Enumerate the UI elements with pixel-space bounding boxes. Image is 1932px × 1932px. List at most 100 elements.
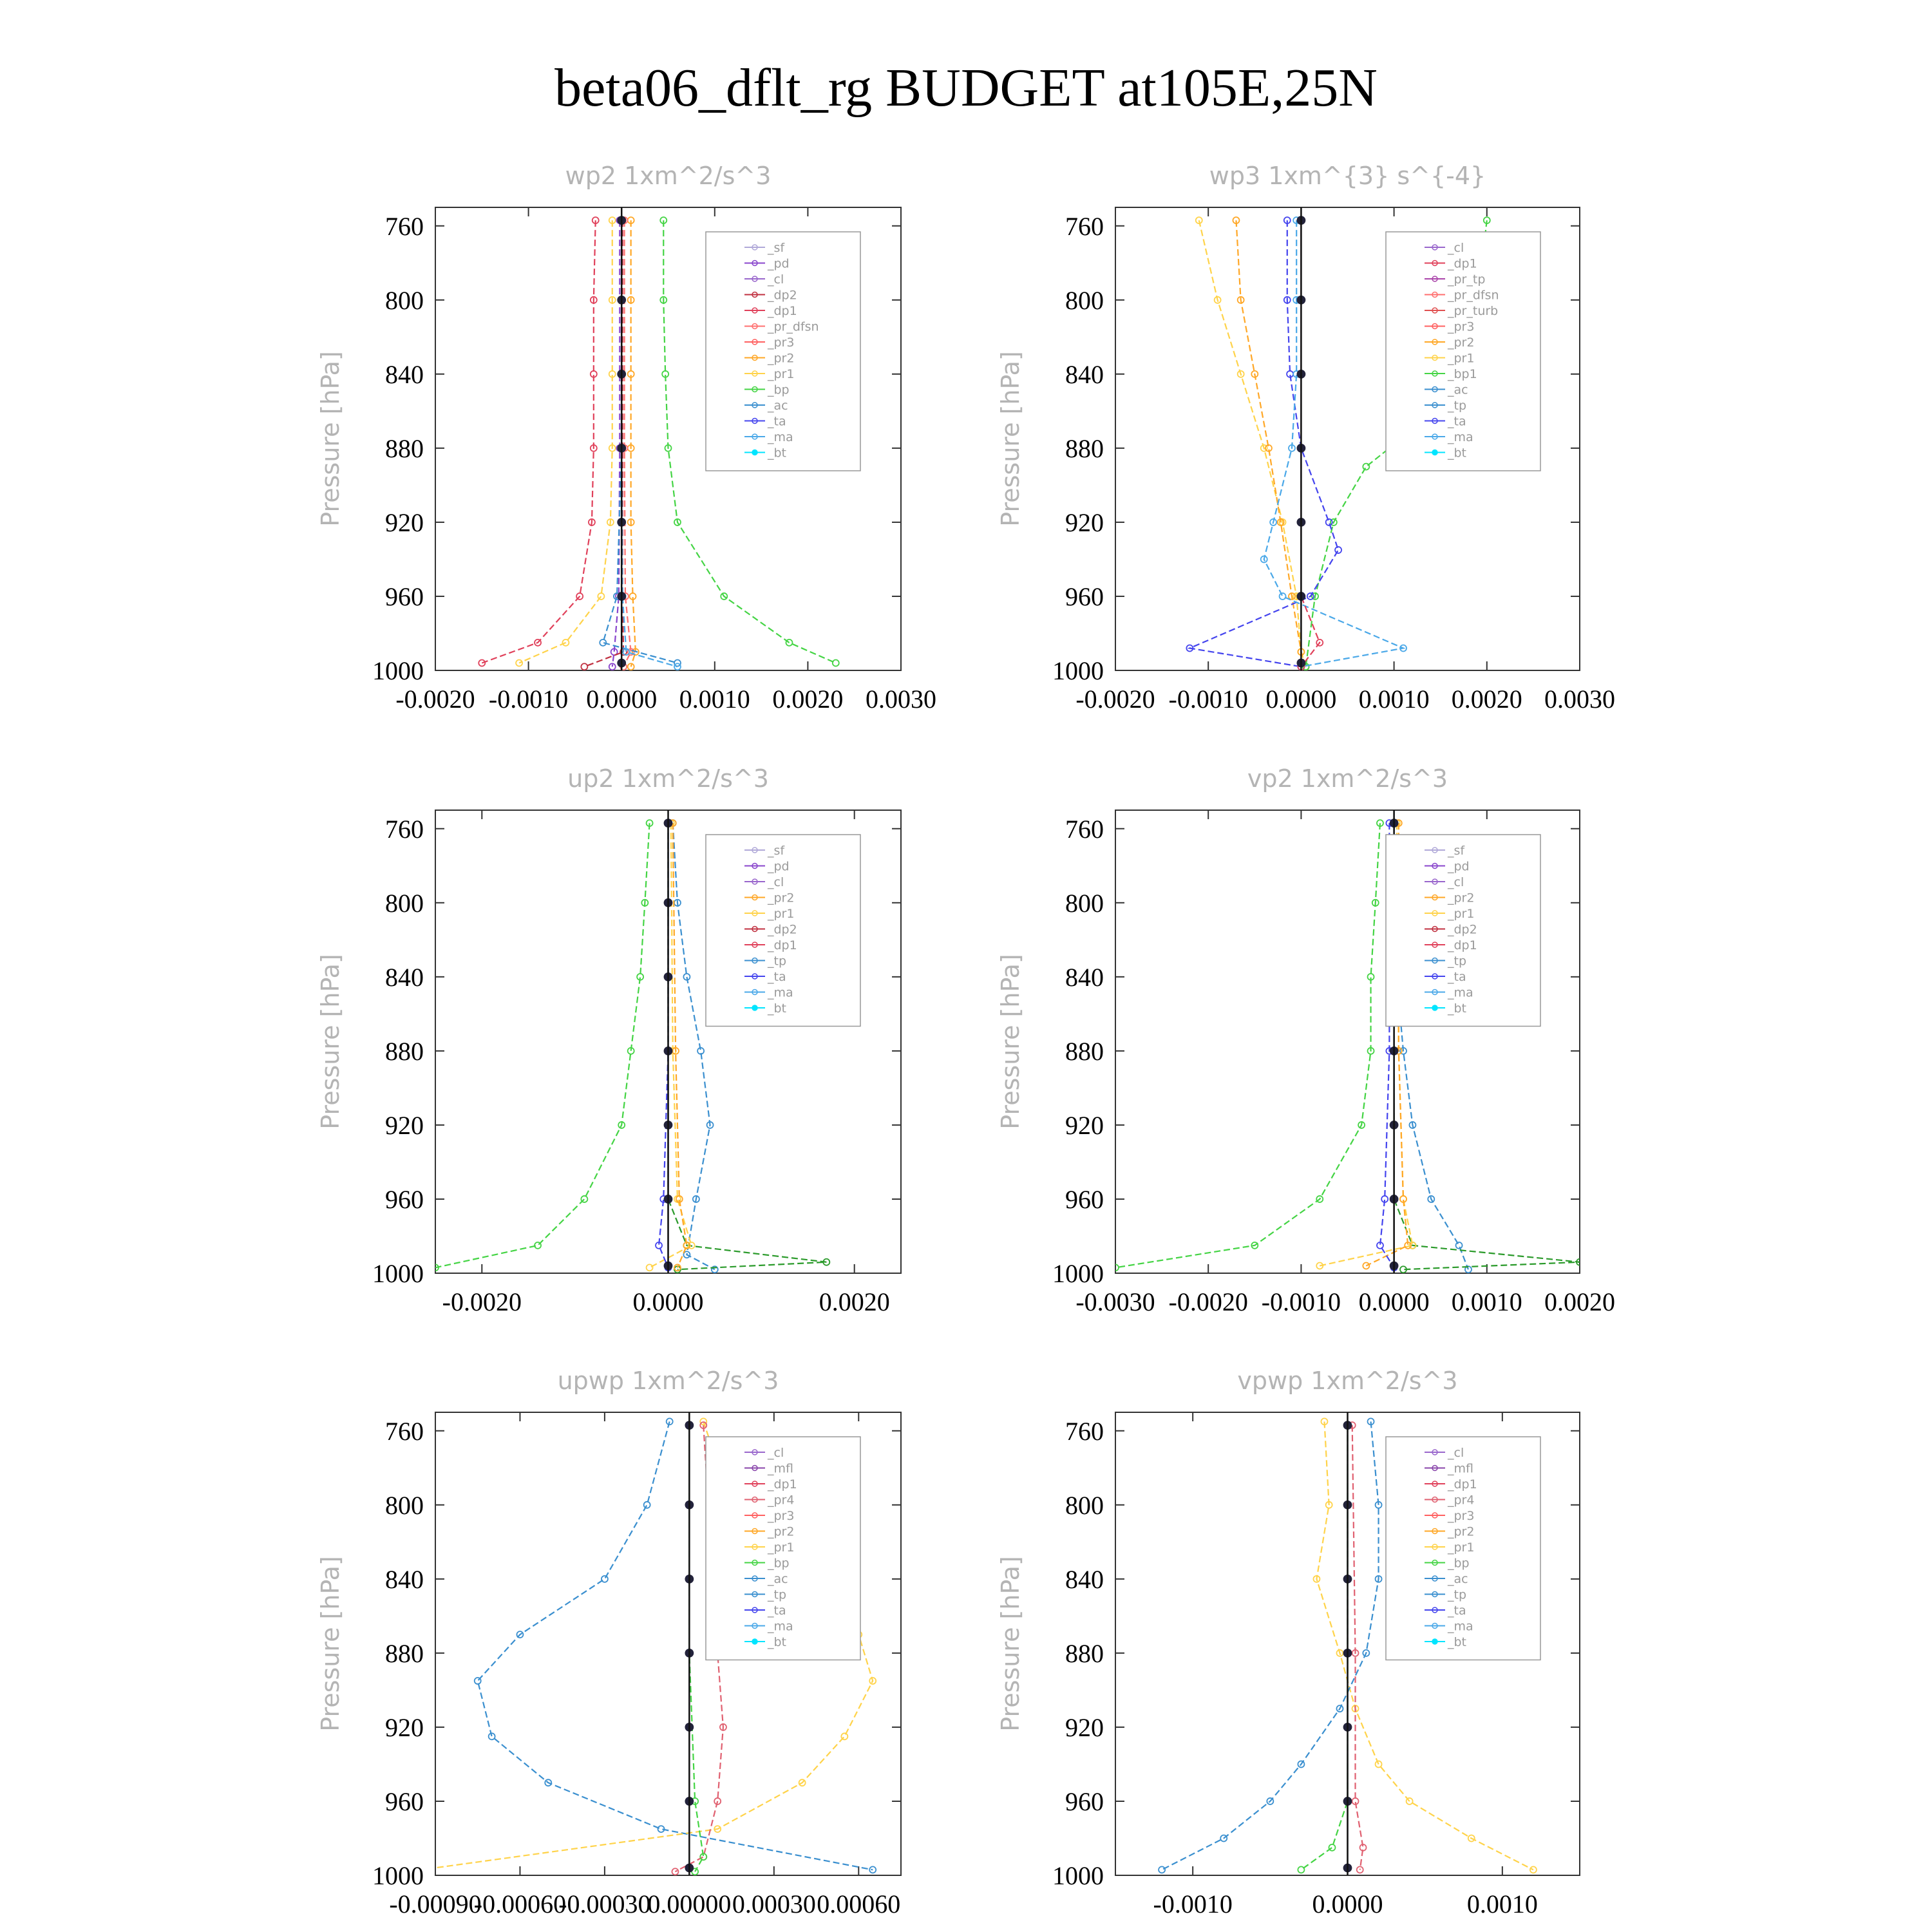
legend-marker bbox=[752, 354, 758, 361]
legend-label: _pr1 bbox=[1447, 907, 1474, 921]
series-line-_pr2 bbox=[1235, 220, 1307, 667]
legend-marker bbox=[752, 1559, 758, 1566]
series-point-_pr2 bbox=[1236, 296, 1245, 304]
legend-label: _bp bbox=[767, 383, 790, 397]
legend-marker bbox=[1432, 1591, 1438, 1598]
legend-marker bbox=[752, 244, 758, 251]
series-point-_bp1 bbox=[1482, 216, 1491, 225]
series-point-_ac bbox=[599, 638, 607, 647]
panel-title: wp2 1xm^2/s^3 bbox=[565, 162, 772, 190]
legend-label: _ma bbox=[767, 1620, 793, 1634]
series-point-_pr2 bbox=[1251, 370, 1259, 378]
series-line-_pd bbox=[611, 220, 621, 667]
x-tick-label: -0.0020 bbox=[442, 1287, 522, 1316]
chart-panel-6: vpwp 1xm^2/s^3 Pressure [hPa] 760 800 840 880… bbox=[996, 1367, 1580, 1918]
legend-marker bbox=[1432, 323, 1438, 330]
series-point-_tp bbox=[1374, 1575, 1383, 1583]
legend-label: _mfl bbox=[1447, 1462, 1473, 1476]
legend-marker bbox=[1432, 925, 1438, 933]
y-tick-label: 760 bbox=[1065, 815, 1104, 844]
legend-marker bbox=[1432, 1559, 1438, 1566]
legend-marker bbox=[1432, 1544, 1438, 1550]
legend-label: _dp2 bbox=[767, 289, 797, 303]
series-point-_pr1 bbox=[515, 659, 524, 667]
legend-marker bbox=[1432, 942, 1438, 948]
legend-marker bbox=[1432, 1512, 1438, 1519]
legend-marker bbox=[752, 291, 758, 298]
series-point-_tp bbox=[1427, 1195, 1435, 1203]
legend-label: _pr4 bbox=[1447, 1493, 1474, 1508]
panel-title: wp3 1xm^{3} s^{-4} bbox=[1209, 162, 1486, 190]
chart-panel-4: vp2 1xm^2/s^3 Pressure [hPa] 760 800 840 880 9… bbox=[996, 764, 1615, 1316]
series-point-_bp bbox=[1297, 1866, 1305, 1874]
series-point-_pr1 bbox=[1336, 1649, 1344, 1657]
series-line-_tp bbox=[1161, 1421, 1379, 1871]
series-point-_pr1 bbox=[1213, 296, 1222, 304]
legend-marker bbox=[752, 402, 758, 408]
x-tick-label: -0.0010 bbox=[1262, 1287, 1341, 1316]
legend-label: _dp1 bbox=[767, 938, 797, 952]
x-tick-label: -0.0020 bbox=[1075, 685, 1155, 714]
series-point-_pr2 bbox=[674, 1264, 681, 1272]
series-point-_dp1 bbox=[1251, 1241, 1259, 1249]
legend-marker bbox=[1432, 1622, 1438, 1629]
x-tick-label: 0.0020 bbox=[1452, 685, 1522, 714]
y-tick-label: 800 bbox=[385, 889, 424, 918]
legend-marker bbox=[752, 1544, 758, 1550]
series-point-_ta bbox=[1283, 296, 1291, 304]
legend-marker bbox=[752, 910, 758, 916]
series-point-_bp bbox=[831, 659, 840, 667]
y-tick-label: 760 bbox=[1065, 1417, 1104, 1446]
series-point-_pr1 bbox=[1408, 1241, 1417, 1249]
x-tick-label: 0.0010 bbox=[679, 685, 750, 714]
y-tick-label: 800 bbox=[1065, 1491, 1104, 1520]
series-point-_tp bbox=[710, 1265, 719, 1273]
series-point-_dp1 bbox=[641, 898, 649, 907]
legend-marker bbox=[1432, 847, 1438, 853]
y-tick-label: 880 bbox=[385, 1037, 424, 1066]
legend-marker bbox=[1432, 1575, 1438, 1582]
legend-label: _pr2 bbox=[767, 891, 794, 905]
y-tick-label: 880 bbox=[385, 434, 424, 463]
chart-panel-3: up2 1xm^2/s^3 Pressure [hPa] 760 800 840 880 9… bbox=[316, 764, 902, 1316]
series-line-_dp1 bbox=[435, 823, 650, 1269]
legend-marker bbox=[752, 370, 758, 377]
legend-label: _bp1 bbox=[1447, 367, 1477, 381]
legend-label: _dp1 bbox=[767, 304, 797, 318]
series-point-_pr1 bbox=[608, 444, 616, 452]
series-line-_pr4 bbox=[1351, 1425, 1364, 1870]
series-point-_dp1 bbox=[645, 819, 654, 828]
series-point-_dp1 bbox=[1371, 898, 1379, 907]
x-tick-label: 0.0020 bbox=[772, 685, 843, 714]
x-tick-label: -0.0010 bbox=[489, 685, 568, 714]
y-tick-label: 760 bbox=[1065, 212, 1104, 241]
legend-label: _ma bbox=[1447, 986, 1473, 1000]
legend-marker bbox=[752, 925, 758, 933]
legend-label: _bt bbox=[1447, 446, 1466, 460]
legend-label: _sf bbox=[767, 241, 785, 255]
y-tick-label: 840 bbox=[1065, 360, 1104, 389]
y-tick-label: 1000 bbox=[1052, 656, 1104, 685]
legend-label: _cl bbox=[1447, 1446, 1464, 1460]
series-line-_bp bbox=[1300, 1425, 1349, 1871]
series-point-_tp bbox=[1455, 1241, 1463, 1249]
legend-label: _dp1 bbox=[767, 1477, 797, 1492]
series-point-_pr4 bbox=[671, 1868, 679, 1875]
series-point-_tp bbox=[1158, 1866, 1166, 1874]
series-point-_ta bbox=[1381, 1195, 1389, 1203]
legend-marker bbox=[752, 957, 758, 964]
legend-marker bbox=[1432, 1449, 1438, 1455]
series-point-_tp bbox=[516, 1631, 524, 1639]
x-tick-label: -0.00090 bbox=[389, 1889, 481, 1918]
legend-marker bbox=[1432, 417, 1438, 424]
series-point-_tp bbox=[683, 972, 691, 981]
series-point-_pr4 bbox=[1351, 1649, 1359, 1657]
plot-frame bbox=[1115, 207, 1580, 671]
series-point-_dp1 bbox=[589, 444, 598, 452]
legend-label: _ta bbox=[767, 1604, 786, 1618]
legend-label: _pr1 bbox=[767, 1540, 794, 1555]
legend-label: _bt bbox=[767, 1001, 786, 1016]
legend-marker bbox=[752, 942, 758, 948]
series-line-_dp1 bbox=[1115, 823, 1381, 1269]
legend-label: _pd bbox=[767, 860, 790, 874]
